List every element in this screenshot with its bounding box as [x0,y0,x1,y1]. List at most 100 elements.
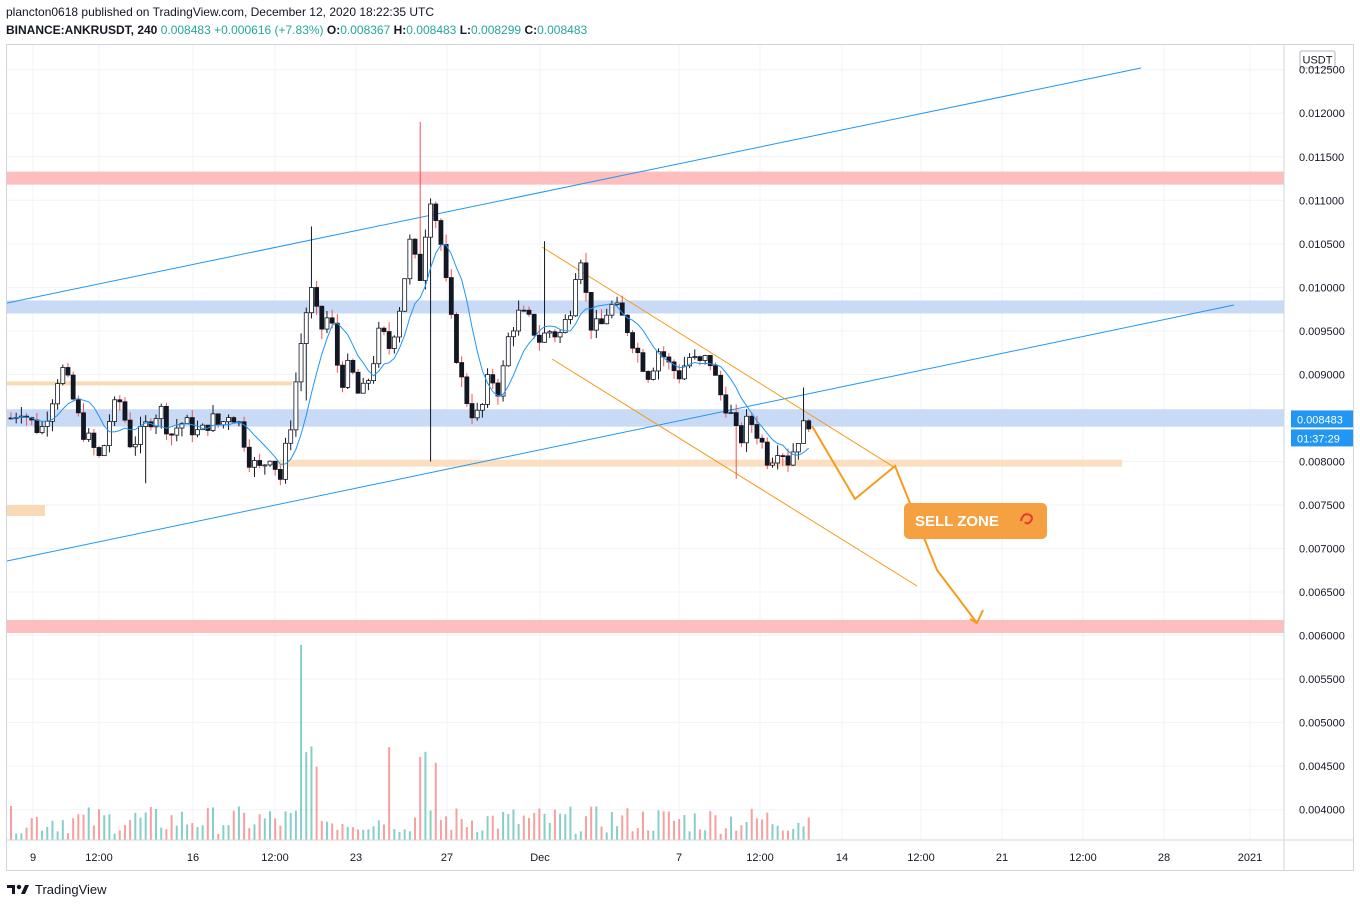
volume-bar [465,827,468,840]
candle-body [599,318,604,325]
volume-bar [590,806,593,840]
footer-brand[interactable]: TradingView [35,881,107,897]
volume-bar [263,818,266,840]
chart-area[interactable]: SELL ZONE USDT 0.012500 0.012000 0.011500 0.0… [6,44,1354,871]
candle [593,309,599,338]
candle [91,428,97,456]
volume-bar [30,818,33,840]
candle [474,402,480,421]
symbol-label[interactable]: BINANCE:ANKRUSDT, 240 [6,23,158,37]
y-tick-label: 0.011500 [1299,152,1344,164]
candle [376,321,382,368]
candle-body [96,447,102,457]
volume-bar [740,825,743,840]
volume-bar [776,825,779,840]
candle-body [656,351,661,372]
candle [65,362,71,378]
last-price-tag: 0.008483 [1291,410,1353,428]
candle-body [169,433,174,436]
candle [340,361,345,393]
volume-bar [217,833,220,840]
candle [500,360,506,402]
volume-bar [300,645,303,840]
candle-body [376,327,382,365]
volume-bar [450,829,453,840]
volume-bar [201,825,204,840]
candle-body [542,332,547,343]
candle-body [44,420,50,427]
candles [8,121,812,486]
x-tick-label: 21 [996,852,1008,864]
candle-body [153,418,159,428]
candle-body [350,359,356,373]
candle-body [469,403,475,419]
volume-bar [709,811,712,840]
volume-bar [683,815,686,840]
candle-body [412,238,418,255]
y-tick-label: 0.011000 [1299,195,1344,207]
volume-bar [269,811,271,840]
candle-body [764,441,770,466]
candle-body [345,359,351,388]
volume-bar [755,818,758,840]
candle-body [718,374,724,396]
candle-body [39,426,45,433]
volume-bar [129,819,132,840]
candle-body [609,304,615,316]
candle [656,348,661,380]
volume-bar [657,810,660,840]
candle-body [402,278,408,312]
volume-bar [206,808,209,840]
volume-bar [227,825,230,840]
volume-bar [807,817,810,840]
candle-body [293,381,299,431]
candle [738,422,744,447]
volume-bar [279,825,282,840]
candle-body [474,409,480,419]
candle [469,393,475,425]
zone-support-4 [7,619,1284,633]
close-value: 0.008483 [537,23,588,37]
volume-bar [792,828,795,840]
volume-bar [724,828,727,840]
volume-bar [155,808,158,840]
volume-bar [72,818,75,840]
x-tick-label: 12:00 [746,852,774,864]
candle [619,295,625,316]
volume-bar [693,813,696,840]
candle-body [723,394,729,414]
candle-body [754,424,760,439]
candle [345,353,351,390]
sell-zone-label: SELL ZONE [904,503,1047,539]
candle-body [65,367,71,376]
candle [671,359,677,379]
candle-body [55,383,61,405]
volume-bar [678,819,681,840]
candle-body [614,302,620,305]
candle [252,456,257,477]
last-price-tag-box [1291,410,1353,428]
candle [314,280,320,315]
candle-body [697,356,703,361]
volume-bar [382,824,385,840]
candle-body [770,462,775,466]
candle [682,356,687,380]
candle-body [241,421,247,448]
candle-body [34,419,40,433]
candle-body [759,437,765,443]
candle [759,434,765,449]
candle-body [272,460,278,470]
tradingview-logo-icon[interactable] [6,882,30,896]
volume-bar [180,811,183,840]
candle-body [117,399,123,403]
candle [360,377,366,394]
candle-body [360,382,366,394]
candle-body [749,415,755,425]
candle [547,330,553,339]
currency-badge-box [1299,50,1336,69]
candle [775,445,781,470]
volume-bar [398,832,401,840]
zone-resistance-1 [7,300,1284,314]
candle [50,399,55,432]
